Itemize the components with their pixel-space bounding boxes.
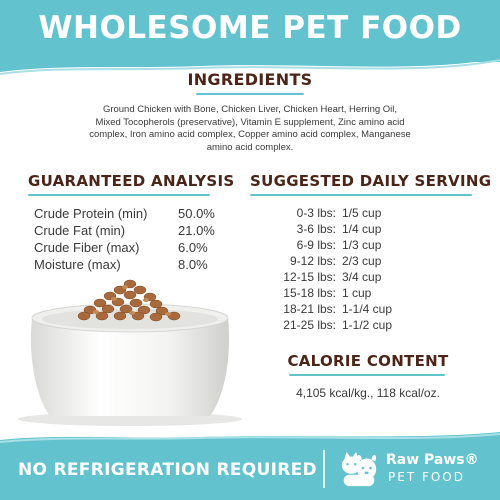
analysis-value: 8.0% xyxy=(178,257,208,272)
serving-row: 3-6 lbs: 1/4 cup xyxy=(280,222,382,237)
ingredients-title: INGREDIENTS xyxy=(187,70,313,89)
serving-amount: 3/4 cup xyxy=(342,270,382,284)
brand-subtitle: PET FOOD xyxy=(388,470,465,484)
serving-weight: 18-21 lbs: xyxy=(283,302,336,316)
serving-weight: 21-25 lbs: xyxy=(283,318,336,332)
analysis-value: 21.0% xyxy=(178,223,215,238)
serving-row: 15-18 lbs: 1 cup xyxy=(280,286,371,301)
analysis-label: Crude Protein (min) xyxy=(34,206,148,221)
ingredients-line: complex, Iron amino acid complex, Copper… xyxy=(89,129,411,140)
serving-row: 21-25 lbs: 1-1/2 cup xyxy=(280,318,392,333)
ingredients-text: Ground Chicken with Bone, Chicken Liver,… xyxy=(40,104,460,154)
header-wave-decoration xyxy=(0,52,500,75)
calorie-underline xyxy=(289,374,445,376)
serving-amount: 1/4 cup xyxy=(342,222,382,236)
ingredients-line: Ground Chicken with Bone, Chicken Liver,… xyxy=(102,104,398,115)
brand-logo: Raw Paws® PET FOOD xyxy=(338,446,488,492)
serving-row: 12-15 lbs: 3/4 cup xyxy=(280,270,381,285)
serving-weight: 0-3 lbs: xyxy=(296,206,336,220)
serving-weight: 12-15 lbs: xyxy=(283,270,336,284)
serving-row: 6-9 lbs: 1/3 cup xyxy=(280,238,382,253)
serving-underline xyxy=(250,194,472,196)
analysis-label: Moisture (max) xyxy=(34,257,121,272)
analysis-row: Crude Fat (min) 21.0% xyxy=(34,223,224,239)
page-title: WHOLESOME PET FOOD xyxy=(38,10,462,46)
serving-row: 18-21 lbs: 1-1/4 cup xyxy=(280,302,392,317)
serving-row: 0-3 lbs: 1/5 cup xyxy=(280,206,382,221)
serving-row: 9-12 lbs: 2/3 cup xyxy=(280,254,381,269)
calorie-text: 4,105 kcal/kg., 118 kcal/oz. xyxy=(296,386,440,400)
analysis-value: 6.0% xyxy=(178,240,208,255)
analysis-row: Crude Protein (min) 50.0% xyxy=(34,206,224,222)
analysis-row: Crude Fiber (max) 6.0% xyxy=(34,240,224,256)
serving-amount: 1/3 cup xyxy=(342,238,382,252)
ingredients-line: amino acid complex. xyxy=(206,141,294,153)
analysis-underline xyxy=(28,194,210,196)
ingredients-line: Mixed Tocopherols (preservative), Vitami… xyxy=(95,116,405,128)
calorie-title: CALORIE CONTENT xyxy=(287,352,449,370)
serving-weight: 3-6 lbs: xyxy=(296,222,336,236)
no-refrigeration-notice: NO REFRIGERATION REQUIRED xyxy=(18,460,317,480)
brand-name: Raw Paws® xyxy=(386,452,479,468)
serving-weight: 6-9 lbs: xyxy=(296,238,336,252)
serving-weight: 9-12 lbs: xyxy=(289,254,336,268)
analysis-label: Crude Fat (min) xyxy=(34,223,126,238)
serving-amount: 1 cup xyxy=(342,286,372,300)
food-bowl-image xyxy=(18,279,242,426)
cat-dog-logo-icon xyxy=(341,451,377,487)
analysis-title: GUARANTEED ANALYSIS xyxy=(28,172,235,190)
serving-amount: 1/5 cup xyxy=(342,206,382,220)
serving-title: SUGGESTED DAILY SERVING xyxy=(250,172,492,190)
analysis-value: 50.0% xyxy=(178,206,215,221)
footer-divider xyxy=(323,450,325,488)
footer-wave-decoration xyxy=(0,428,500,443)
ingredients-underline xyxy=(196,93,304,95)
serving-amount: 1-1/4 cup xyxy=(342,302,393,316)
header-banner: WHOLESOME PET FOOD xyxy=(0,0,500,62)
serving-weight: 15-18 lbs: xyxy=(283,286,336,300)
footer-banner: NO REFRIGERATION REQUIRED Raw Paws® PET xyxy=(0,428,500,500)
analysis-label: Crude Fiber (max) xyxy=(34,240,140,255)
serving-amount: 2/3 cup xyxy=(342,254,382,268)
serving-amount: 1-1/2 cup xyxy=(342,318,393,332)
analysis-row: Moisture (max) 8.0% xyxy=(34,257,224,273)
